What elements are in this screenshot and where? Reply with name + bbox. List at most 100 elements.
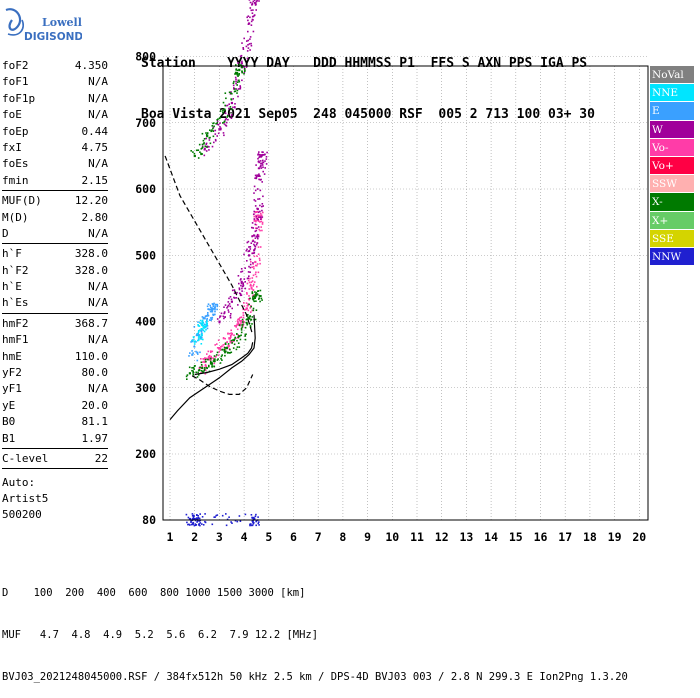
data-point bbox=[206, 320, 208, 323]
data-point bbox=[230, 336, 232, 338]
param-value: N/A bbox=[88, 333, 108, 347]
data-point bbox=[228, 345, 230, 347]
data-point bbox=[216, 343, 218, 345]
data-point bbox=[216, 308, 218, 311]
data-point bbox=[219, 110, 222, 112]
data-point bbox=[203, 369, 205, 372]
param-name: B0 bbox=[2, 415, 16, 429]
data-point bbox=[192, 151, 194, 153]
data-point bbox=[215, 122, 217, 125]
data-point bbox=[242, 321, 244, 323]
data-point bbox=[235, 297, 238, 299]
data-point bbox=[222, 344, 225, 346]
data-point bbox=[234, 106, 236, 109]
data-point bbox=[230, 332, 233, 334]
data-point bbox=[225, 117, 227, 120]
data-point bbox=[234, 103, 236, 105]
param-name: C-level bbox=[2, 451, 49, 465]
data-point bbox=[246, 292, 248, 294]
data-point bbox=[208, 354, 211, 357]
data-point bbox=[204, 145, 207, 147]
data-point bbox=[256, 285, 258, 288]
data-point bbox=[256, 227, 258, 230]
data-point bbox=[253, 210, 255, 213]
data-point bbox=[210, 355, 212, 358]
data-point bbox=[255, 309, 258, 311]
data-point bbox=[230, 101, 233, 105]
data-point bbox=[258, 178, 260, 181]
data-point bbox=[265, 163, 268, 165]
x-tick-label: 14 bbox=[484, 530, 498, 544]
y-tick-label: 400 bbox=[135, 315, 156, 329]
param-name: foF2 bbox=[2, 59, 29, 72]
data-point bbox=[252, 307, 255, 310]
data-point bbox=[233, 88, 235, 90]
data-point bbox=[216, 514, 219, 516]
data-point bbox=[204, 365, 207, 367]
x-tick-label: 3 bbox=[216, 530, 223, 544]
data-point bbox=[226, 104, 229, 107]
data-point bbox=[233, 338, 236, 340]
data-point bbox=[249, 1, 252, 4]
data-point bbox=[244, 335, 247, 337]
data-point bbox=[249, 271, 251, 273]
data-point bbox=[231, 332, 233, 335]
x-tick-label: 15 bbox=[509, 530, 523, 544]
plot-marks bbox=[185, 0, 268, 527]
data-point bbox=[229, 352, 231, 354]
data-point bbox=[236, 333, 238, 335]
data-point bbox=[259, 262, 261, 265]
data-point bbox=[218, 128, 221, 131]
data-point bbox=[248, 295, 250, 297]
data-point bbox=[253, 281, 256, 283]
data-point bbox=[223, 134, 225, 137]
data-point bbox=[253, 296, 256, 298]
data-point bbox=[249, 7, 252, 9]
data-point bbox=[251, 291, 254, 293]
data-point bbox=[193, 346, 196, 348]
data-point bbox=[255, 524, 257, 527]
data-point bbox=[205, 150, 208, 152]
data-point bbox=[227, 346, 230, 348]
data-point bbox=[197, 330, 200, 332]
data-point bbox=[254, 205, 257, 207]
data-point bbox=[244, 267, 246, 269]
data-point bbox=[212, 360, 215, 362]
data-point bbox=[219, 122, 221, 124]
param-name: M(D) bbox=[2, 210, 29, 224]
data-point bbox=[243, 70, 246, 73]
data-point bbox=[225, 125, 228, 127]
data-point bbox=[253, 192, 255, 194]
data-point bbox=[233, 334, 235, 336]
data-point bbox=[198, 523, 200, 526]
data-point bbox=[231, 522, 233, 524]
data-point bbox=[227, 301, 230, 303]
y-tick-label: 800 bbox=[135, 50, 156, 64]
data-point bbox=[248, 275, 250, 277]
data-point bbox=[196, 517, 199, 521]
data-point bbox=[191, 339, 194, 342]
data-point bbox=[253, 244, 256, 247]
data-point bbox=[246, 50, 249, 52]
data-point bbox=[261, 162, 263, 165]
data-point bbox=[224, 337, 226, 340]
y-tick-label: 700 bbox=[135, 116, 156, 130]
data-point bbox=[220, 355, 223, 358]
data-point bbox=[230, 313, 232, 315]
data-point bbox=[226, 307, 228, 309]
data-point bbox=[203, 324, 205, 327]
data-point bbox=[222, 315, 225, 318]
data-point bbox=[246, 322, 248, 324]
data-point bbox=[254, 189, 257, 192]
data-point bbox=[252, 295, 255, 297]
data-point bbox=[247, 240, 250, 243]
x-tick-label: 4 bbox=[241, 530, 248, 544]
data-point bbox=[211, 125, 214, 127]
data-point bbox=[209, 363, 212, 365]
param-row: M(D) 2.80 bbox=[2, 210, 108, 226]
param-value: 2.15 bbox=[81, 173, 109, 187]
data-point bbox=[196, 376, 199, 378]
data-point bbox=[199, 151, 201, 153]
data-point bbox=[232, 82, 235, 85]
data-point bbox=[235, 324, 238, 327]
